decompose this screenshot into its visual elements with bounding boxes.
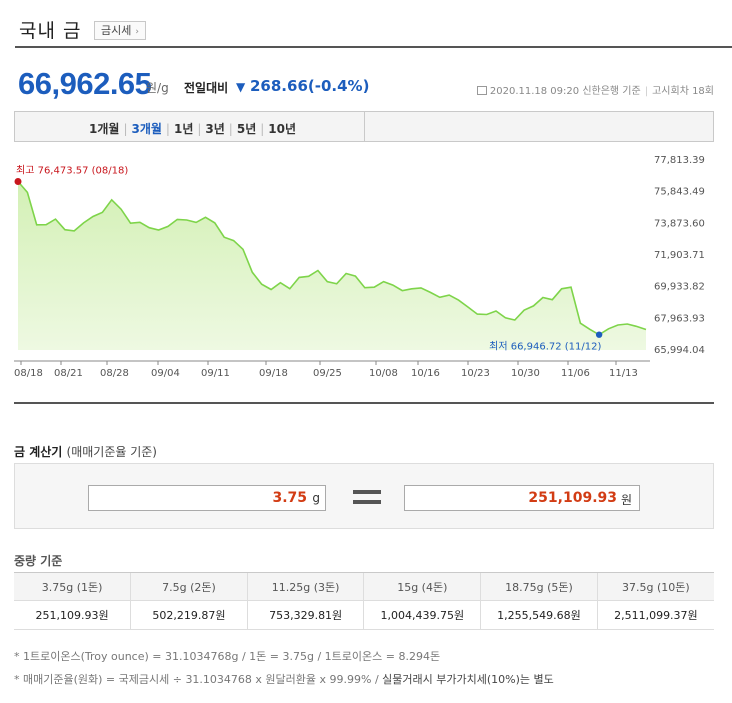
calculator-box: 3.75 g 251,109.93 원: [14, 463, 714, 529]
equals-icon: [353, 490, 381, 505]
price-change: 268.66(-0.4%): [250, 77, 369, 95]
x-tick-label-6: 09/25: [313, 368, 342, 379]
weight-header-5: 37.5g (10돈): [596, 572, 714, 601]
price-output[interactable]: 251,109.93 원: [404, 485, 640, 511]
current-price: 66,962.65: [18, 66, 152, 101]
price-datetime: 2020.11.18 09:20: [489, 86, 580, 97]
y-tick-label-1: 75,843.49: [654, 187, 705, 198]
weight-input-value: 3.75: [272, 490, 307, 506]
x-tick-label-11: 11/06: [561, 368, 590, 379]
price-source: 신한은행 기준: [582, 86, 641, 97]
footnote-formula: * 매매기준율(원화) = 국제금시세 ÷ 31.1034768 x 원달러환율…: [14, 673, 383, 686]
x-tick-label-12: 11/13: [609, 368, 638, 379]
price-meta: 2020.11.18 09:20 신한은행 기준 | 고시회차 18회: [476, 82, 714, 97]
footnote-exchange-rate: * 매매기준율(원화) = 국제금시세 ÷ 31.1034768 x 원달러환율…: [14, 668, 554, 691]
low-marker: [595, 331, 603, 338]
weight-value-1: 502,219.87원: [130, 600, 248, 630]
tab-period-2[interactable]: 1년: [173, 122, 194, 136]
price-change-amount: 268.66: [250, 77, 308, 95]
calculator-subtitle: (매매기준율 기준): [66, 445, 157, 459]
page-title: 국내 금: [19, 20, 82, 42]
notice-round: 고시회차 18회: [652, 86, 714, 97]
calculator-title: 금 계산기 (매매기준율 기준): [14, 443, 157, 460]
y-tick-label-5: 67,963.93: [654, 313, 705, 324]
y-tick-label-3: 71,903.71: [654, 250, 705, 261]
weight-value-4: 1,255,549.68원: [480, 600, 598, 630]
y-tick-label-0: 77,813.39: [654, 155, 705, 166]
weight-input-unit: g: [312, 491, 320, 505]
x-tick-label-0: 08/18: [14, 368, 43, 379]
x-tick-label-7: 10/08: [369, 368, 398, 379]
y-tick-label-2: 73,873.60: [654, 218, 705, 229]
tab-period-4[interactable]: 5년: [236, 122, 257, 136]
weight-input[interactable]: 3.75 g: [88, 485, 326, 511]
chevron-right-icon: ›: [135, 27, 139, 37]
calculator-title-text: 금 계산기: [14, 445, 63, 459]
compare-label: 전일대비: [184, 81, 229, 95]
weight-value-3: 1,004,439.75원: [363, 600, 481, 630]
gold-price-button-label: 금시세: [101, 24, 132, 37]
x-tick-label-2: 08/28: [100, 368, 129, 379]
x-tick-label-10: 10/30: [511, 368, 540, 379]
period-tab-list: 1개월 | 3개월 | 1년 | 3년 | 5년 | 10년: [85, 120, 300, 137]
price-change-percent: (-0.4%): [307, 77, 370, 95]
footnote-vat: 실물거래시 부가가치세(10%)는 별도: [382, 673, 554, 686]
down-arrow-icon: ▼: [236, 80, 246, 94]
tab-period-1[interactable]: 3개월: [131, 122, 162, 136]
x-tick-label-3: 09/04: [151, 368, 180, 379]
table-row: 251,109.93원 502,219.87원 753,329.81원 1,004,4…: [14, 600, 714, 630]
weight-table: 3.75g (1돈) 7.5g (2돈) 11.25g (3돈) 15g (4돈) 18…: [14, 572, 714, 630]
weight-header-3: 15g (4돈): [363, 572, 481, 601]
weight-value-0: 251,109.93원: [14, 600, 131, 630]
tab-period-3[interactable]: 3년: [205, 122, 225, 136]
weight-table-title: 중량 기준: [14, 554, 63, 568]
x-tick-label-5: 09/18: [259, 368, 288, 379]
tab-period-5[interactable]: 10년: [268, 122, 297, 136]
x-tick-label-1: 08/21: [54, 368, 83, 379]
price-chart: 77,813.39 75,843.49 73,873.60 71,903.71 69,9…: [12, 150, 722, 382]
price-output-value: 251,109.93: [528, 490, 617, 506]
price-summary: 66,962.65 원/g 전일대비 ▼ 268.66(-0.4%) 2020.…: [18, 66, 718, 106]
x-tick-label-4: 09/11: [201, 368, 230, 379]
high-marker: [14, 178, 22, 186]
x-tick-label-8: 10/16: [411, 368, 440, 379]
page-header: 국내 금 금시세 ›: [15, 8, 732, 48]
high-label: 최고 76,473.57 (08/18): [16, 165, 128, 177]
weight-header-0: 3.75g (1돈): [14, 572, 131, 601]
footnote-troy-ounce: * 1트로이온스(Troy ounce) = 31.1034768g / 1돈 …: [14, 650, 441, 663]
y-tick-label-6: 65,994.04: [654, 345, 705, 356]
chart-area-fill: [18, 181, 646, 350]
footnotes: * 1트로이온스(Troy ounce) = 31.1034768g / 1돈 …: [14, 645, 554, 691]
weight-header-4: 18.75g (5돈): [480, 572, 598, 601]
x-tick-label-9: 10/23: [461, 368, 490, 379]
price-output-unit: 원: [620, 493, 632, 507]
chart-price-line: [17, 180, 647, 336]
gold-price-button[interactable]: 금시세 ›: [94, 21, 146, 40]
price-chart-svg: 77,813.39 75,843.49 73,873.60 71,903.71 69,9…: [14, 155, 705, 379]
period-tabs: 1개월 | 3개월 | 1년 | 3년 | 5년 | 10년: [14, 111, 714, 142]
weight-value-2: 753,329.81원: [246, 600, 364, 630]
weight-value-5: 2,511,099.37원: [596, 600, 714, 630]
weight-header-1: 7.5g (2돈): [130, 572, 248, 601]
y-tick-label-4: 69,933.82: [654, 282, 705, 293]
low-label: 최저 66,946.72 (11/12): [489, 341, 601, 353]
tab-period-0[interactable]: 1개월: [89, 122, 120, 136]
price-unit: 원/g: [146, 81, 169, 95]
weight-table-header: 3.75g (1돈) 7.5g (2돈) 11.25g (3돈) 15g (4돈) 18…: [14, 572, 714, 601]
calendar-icon: [476, 86, 487, 95]
weight-header-2: 11.25g (3돈): [246, 572, 364, 601]
